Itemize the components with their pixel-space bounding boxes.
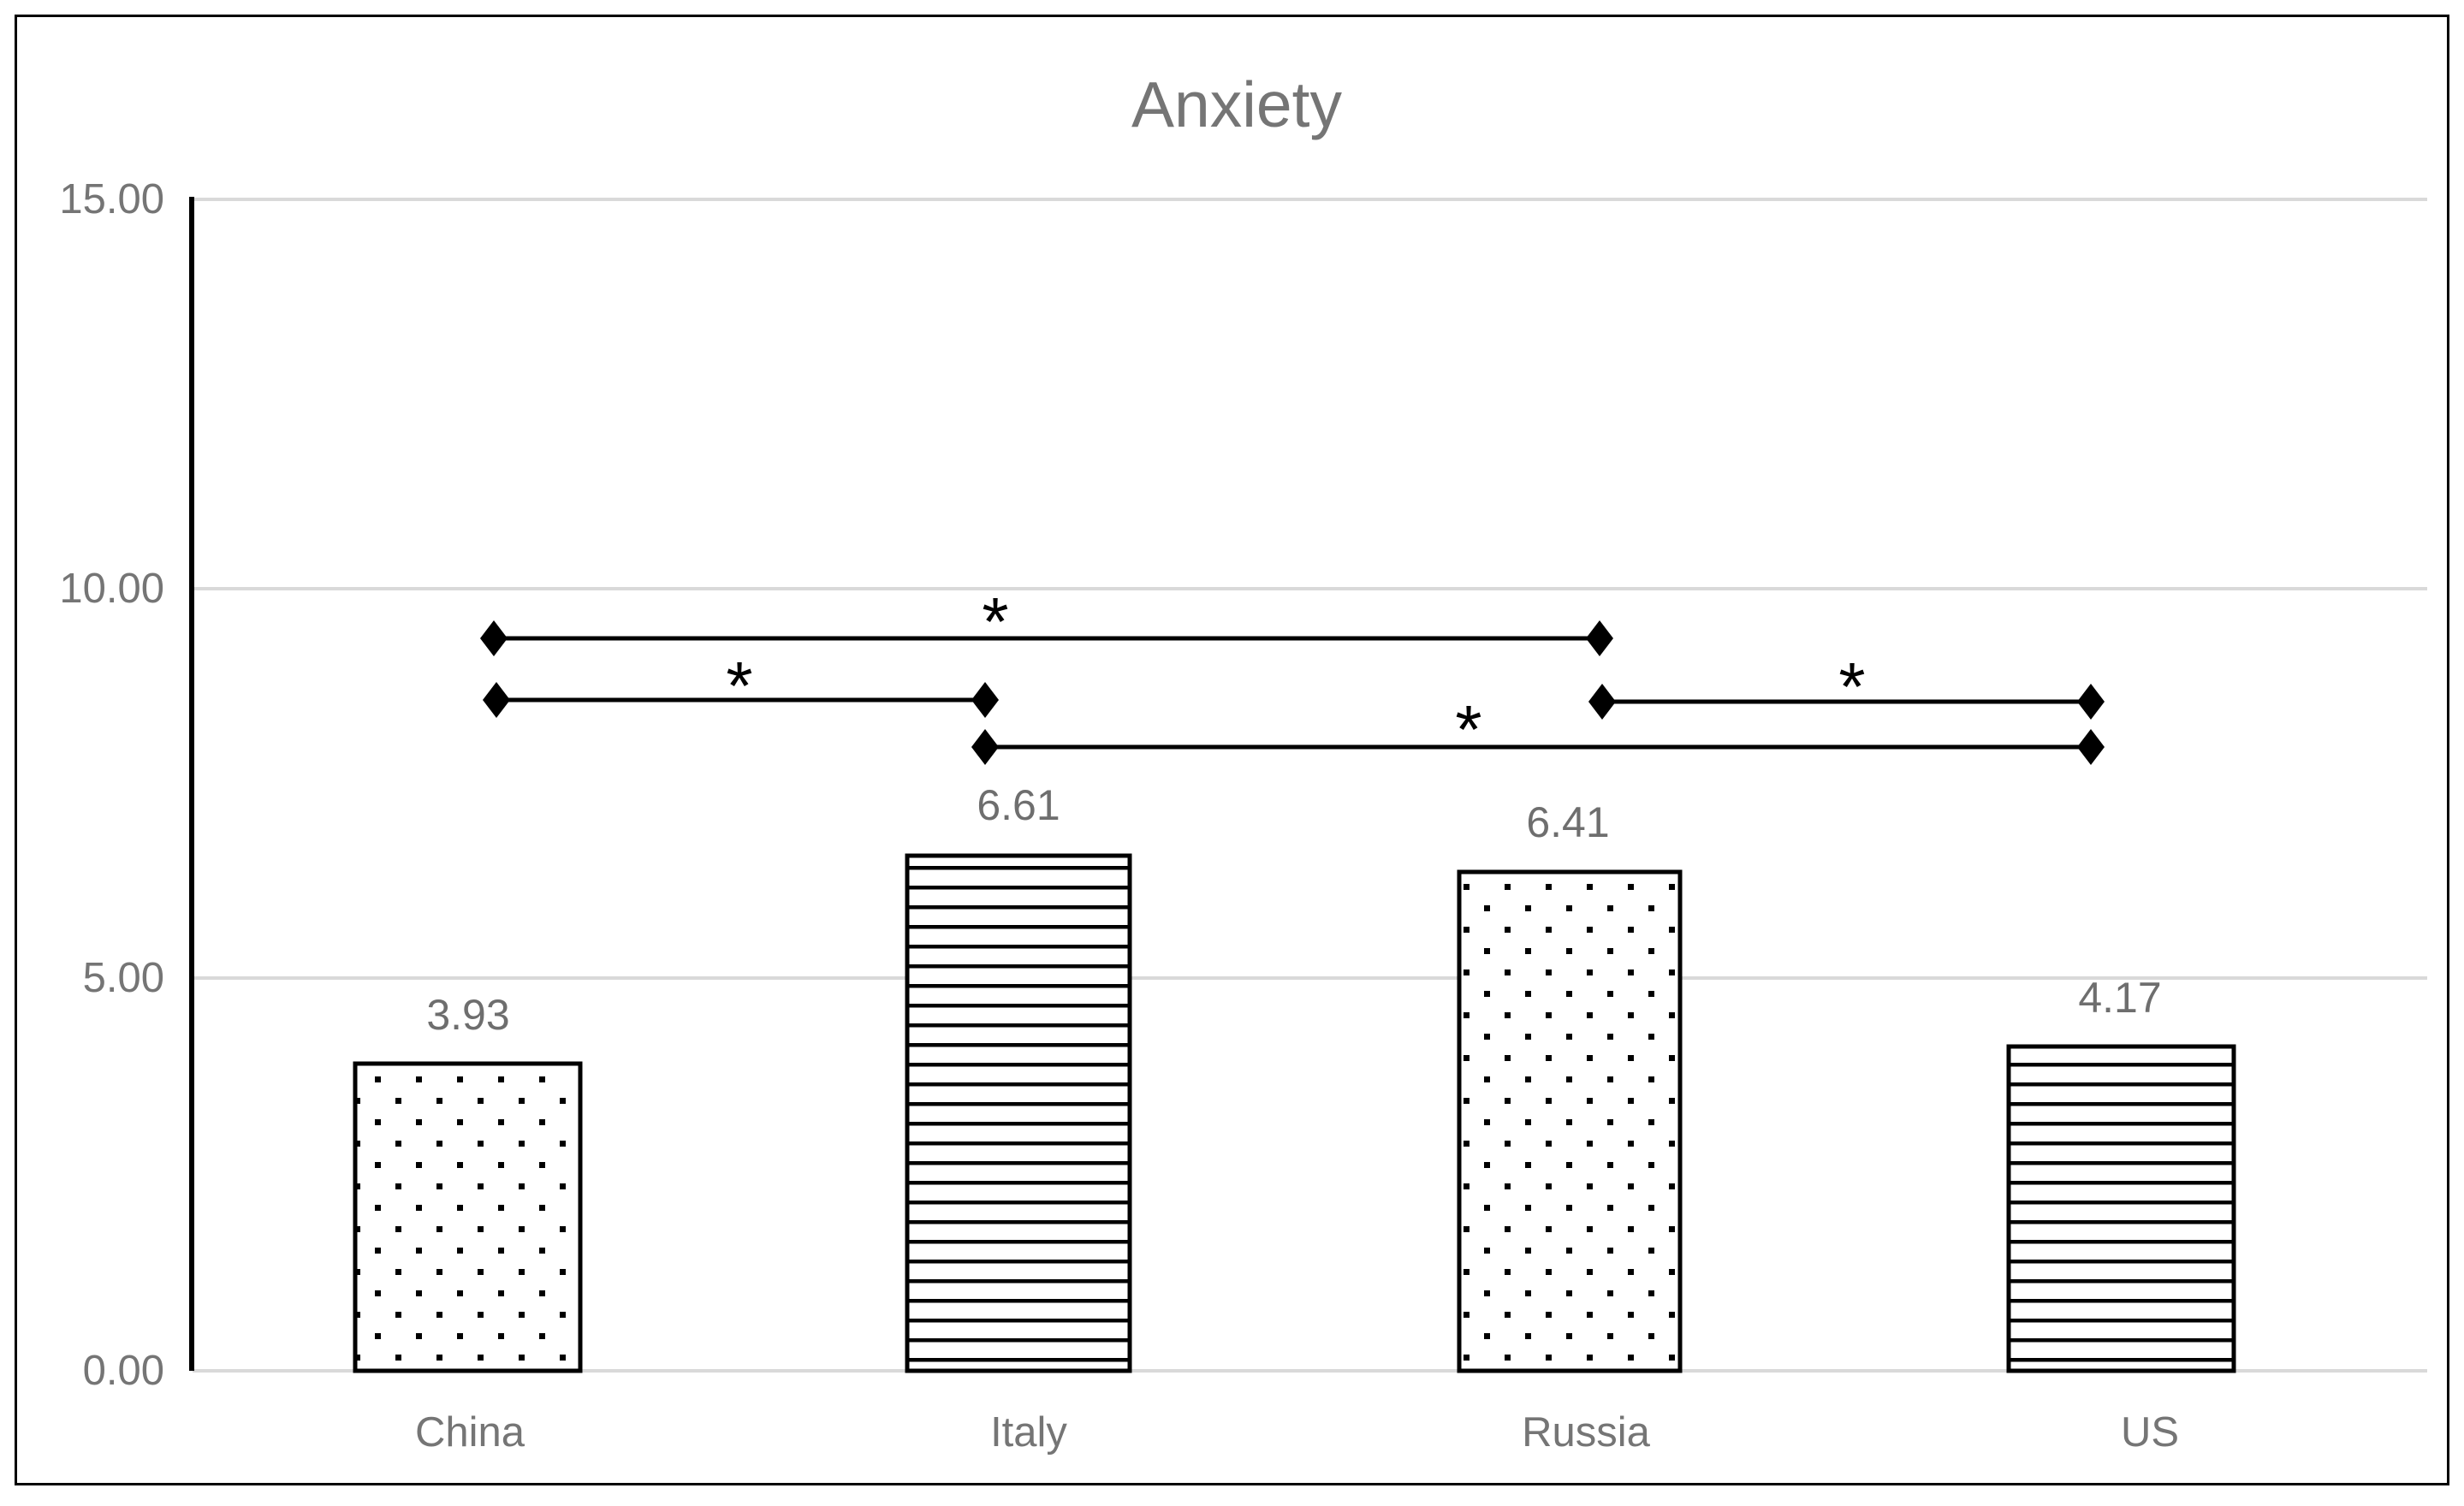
bar-us	[2006, 1044, 2236, 1373]
diamond-endpoint	[971, 729, 999, 765]
diamond-endpoint	[2077, 684, 2105, 720]
bar-italy	[905, 853, 1132, 1373]
value-label-us: 4.17	[2078, 974, 2162, 1022]
chart-title: Anxiety	[1131, 68, 1342, 140]
value-label-russia: 6.41	[1526, 798, 1610, 846]
y-tick-0: 0.00	[82, 1348, 164, 1394]
bar-russia	[1457, 869, 1683, 1373]
y-tick-15: 15.00	[59, 176, 164, 222]
diamond-endpoint	[971, 682, 999, 718]
diamond-endpoint	[483, 682, 510, 718]
y-tick-5: 5.00	[82, 955, 164, 1001]
sig-asterisk-china-italy: *	[726, 648, 753, 725]
bar-china	[353, 1061, 583, 1373]
sig-asterisk-italy-us: *	[1455, 691, 1482, 768]
sig-asterisk-russia-us: *	[1838, 649, 1866, 726]
value-label-italy: 6.61	[977, 781, 1060, 829]
diamond-endpoint	[1588, 684, 1616, 720]
y-tick-10: 10.00	[59, 566, 164, 612]
diamond-endpoint	[1586, 620, 1613, 656]
x-label-us: US	[2120, 1409, 2180, 1456]
diamond-endpoint	[2077, 729, 2105, 765]
x-label-italy: Italy	[990, 1409, 1067, 1456]
x-label-russia: Russia	[1522, 1409, 1650, 1456]
x-label-china: China	[414, 1409, 525, 1456]
diamond-endpoint	[480, 620, 508, 656]
sig-asterisk-china-russia: *	[982, 584, 1009, 661]
value-label-china: 3.93	[426, 991, 510, 1039]
